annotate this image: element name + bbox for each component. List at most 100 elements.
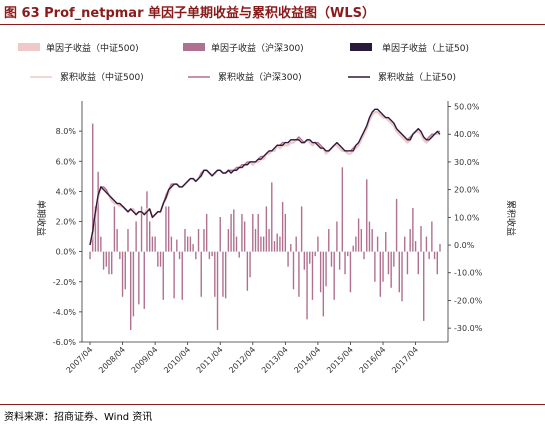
bar-hs300 (414, 241, 417, 252)
legend-swatch-bar-hs300 (183, 43, 205, 51)
right-tick-label: -30.0% (454, 324, 483, 333)
left-tick-label: 8.0% (56, 127, 77, 136)
left-axis-ticks: -6.0% -4.0% -2.0% 0.0% 2.0% 4.0% 6.0% 8.0% (53, 127, 82, 347)
bar-hs300 (238, 251, 240, 258)
source-rule (0, 404, 545, 405)
bar-hs300 (254, 229, 257, 252)
bar-hs300 (216, 251, 219, 330)
source-note: 资料来源：招商证券、Wind 资讯 (4, 412, 153, 423)
bar-hs300 (257, 213, 259, 252)
left-tick-label: -4.0% (53, 308, 77, 317)
bar-hs300 (300, 206, 303, 252)
bar-hs300 (249, 251, 251, 278)
bar-hs300 (406, 251, 409, 275)
bar-hs300 (382, 251, 384, 282)
legend-label-line-zz500: 累积收益（中证500) (60, 71, 144, 83)
bar-hs300 (268, 229, 270, 252)
bar-hs300 (398, 251, 401, 293)
bar-hs300 (92, 123, 94, 252)
legend-label-bar-zz500: 单因子收益（中证500) (46, 42, 139, 54)
right-tick-label: 10.0% (454, 213, 480, 222)
bar-hs300 (371, 229, 373, 252)
bar-hs300 (124, 251, 126, 290)
legend-swatch-bar-sz50 (350, 43, 372, 51)
bar-hs300 (121, 251, 124, 297)
bar-hs300 (173, 251, 175, 299)
bar-hs300 (336, 221, 338, 252)
bar-hs300 (390, 251, 392, 288)
bar-hs300 (208, 251, 211, 260)
right-axis-title: 累积收益 (505, 200, 517, 236)
bar-hs300 (276, 233, 278, 252)
bar-hs300 (417, 251, 419, 275)
line-cumulative-sz50 (89, 108, 441, 246)
x-tick-label: 2017/04 (390, 345, 420, 375)
bar-hs300 (412, 207, 414, 252)
bar-hs300 (333, 251, 335, 300)
bar-hs300 (303, 251, 306, 270)
bar-hs300 (314, 251, 316, 257)
chart: 单因子收益（中证500) 单因子收益（沪深300) 单因子收益（上证50) 累积… (18, 42, 517, 375)
legend-label-line-sz50: 累积收益（上证50) (378, 71, 456, 83)
bar-hs300 (379, 251, 382, 297)
bar-hs300 (271, 182, 273, 252)
bar-hs300 (184, 229, 186, 252)
bar-hs300 (306, 251, 308, 320)
x-tick-label: 2015/04 (325, 345, 355, 375)
bar-hs300 (309, 251, 311, 264)
cumulative-lines (88, 108, 441, 246)
bar-hs300 (143, 251, 145, 309)
bar-hs300 (433, 251, 436, 260)
bar-hs300 (89, 251, 91, 260)
bar-hs300 (100, 236, 102, 252)
bars-hs300 (89, 123, 441, 330)
bar-hs300 (436, 251, 438, 275)
title-rule (0, 24, 545, 25)
bar-hs300 (157, 251, 159, 267)
bar-hs300 (341, 167, 344, 252)
bar-hs300 (385, 232, 387, 252)
bar-hs300 (439, 244, 441, 252)
bar-hs300 (140, 206, 143, 252)
bar-hs300 (94, 206, 97, 252)
legend-swatch-bar-zz500 (18, 43, 40, 51)
bar-hs300 (328, 229, 330, 252)
bar-hs300 (111, 251, 113, 275)
bar-hs300 (368, 221, 371, 252)
bar-hs300 (233, 209, 235, 252)
bar-hs300 (151, 236, 154, 252)
bar-hs300 (349, 251, 352, 293)
x-tick-label: 2014/04 (292, 345, 322, 375)
bar-hs300 (205, 213, 208, 252)
bar-hs300 (311, 251, 314, 300)
left-tick-label: 6.0% (56, 157, 77, 166)
right-tick-label: 0.0% (454, 241, 475, 250)
x-tick-label: 2008/04 (97, 345, 127, 375)
bar-hs300 (246, 251, 249, 291)
bar-hs300 (138, 251, 140, 305)
bar-hs300 (425, 236, 428, 252)
line-cumulative-hs300 (89, 108, 440, 246)
legend: 单因子收益（中证500) 单因子收益（沪深300) 单因子收益（上证50) 累积… (18, 42, 469, 83)
bar-hs300 (129, 251, 132, 330)
bar-hs300 (376, 236, 379, 252)
bar-hs300 (219, 216, 221, 252)
bar-hs300 (162, 251, 164, 300)
bar-hs300 (146, 191, 148, 252)
bar-hs300 (322, 251, 325, 317)
bar-hs300 (116, 229, 118, 252)
right-tick-label: -10.0% (454, 269, 483, 278)
bar-hs300 (224, 251, 227, 299)
bar-hs300 (252, 213, 254, 252)
bar-hs300 (241, 213, 243, 252)
x-tick-label: 2011/04 (195, 345, 225, 375)
bar-hs300 (317, 236, 319, 252)
bar-hs300 (214, 251, 216, 297)
figure-title: 图 63 Prof_netpmar 单因子单期收益与累积收益图（WLS） (4, 6, 376, 21)
bar-hs300 (119, 251, 121, 260)
bar-hs300 (292, 251, 295, 290)
bar-hs300 (295, 236, 297, 252)
bar-hs300 (431, 221, 433, 252)
bar-hs300 (374, 251, 376, 282)
bar-hs300 (127, 229, 129, 252)
